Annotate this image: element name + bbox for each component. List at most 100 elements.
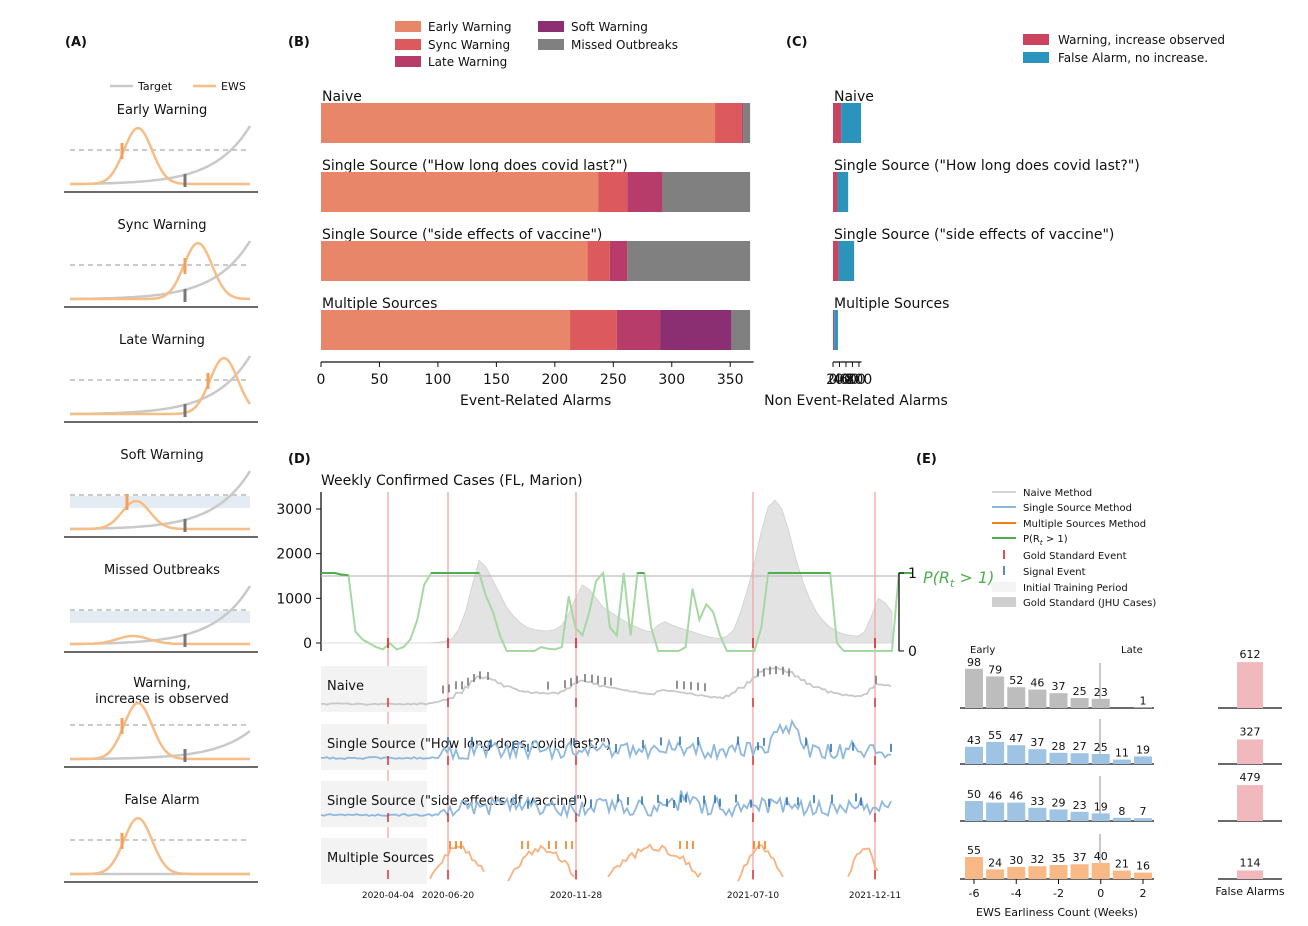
legend-d-label-4: Gold Standard Event: [1023, 551, 1127, 562]
chart-b-bar-3-3: [660, 310, 732, 350]
earliness-value-2-6: 19: [1094, 800, 1108, 813]
chart-c-tick-label-0: 0: [829, 372, 838, 388]
earliness-value-1-6: 25: [1094, 741, 1108, 754]
signal-line-1: [320, 718, 892, 762]
panel-d-label: (D): [288, 452, 311, 467]
scenario-title-sync: Sync Warning: [118, 218, 207, 233]
earliness-value-0-8: 1: [1140, 695, 1147, 708]
legend-b-label-1: Sync Warning: [428, 38, 510, 52]
chart-b-bar-1-1: [598, 172, 628, 212]
earliness-bar-0-6: [1091, 698, 1110, 708]
chart-b-bar-2-2: [609, 241, 628, 281]
earliness-bar-2-0: [965, 801, 983, 821]
earliness-early-label: Early: [970, 645, 995, 656]
chart-d-y-tick-label-0: 0: [303, 636, 312, 652]
scenario-subtitle-warn-increase: increase is observed: [95, 692, 229, 707]
earliness-bar-1-0: [965, 746, 983, 764]
earliness-value-2-4: 29: [1052, 796, 1066, 809]
chart-b-bar-3-0: [321, 310, 571, 350]
panel-e-label: (E): [916, 452, 937, 467]
ews-curve: [70, 499, 250, 531]
earliness-value-1-1: 55: [988, 729, 1002, 742]
earliness-value-3-5: 37: [1073, 851, 1087, 864]
earliness-bar-2-6: [1091, 813, 1110, 821]
earliness-bar-1-5: [1070, 753, 1089, 764]
earliness-bar-3-3: [1028, 866, 1047, 879]
legend-d-label-6: Initial Training Period: [1023, 583, 1128, 594]
chart-b-bar-1-2: [627, 172, 663, 212]
earliness-value-1-0: 43: [967, 734, 981, 747]
false-alarm-bar-2: [1237, 785, 1263, 821]
earliness-bar-1-8: [1134, 756, 1152, 764]
earliness-value-3-8: 16: [1136, 860, 1150, 873]
subplot-label-1: Single Source ("How long does covid last…: [327, 737, 611, 752]
legend-d-swatch-6: [992, 582, 1016, 592]
earliness-value-3-7: 21: [1115, 858, 1129, 871]
earliness-bar-1-7: [1112, 759, 1131, 764]
legend-target-label: Target: [137, 80, 173, 93]
chart-b-bar-2-1: [587, 241, 610, 281]
chart-b-bar-2-0: [321, 241, 588, 281]
chart-d-y-tick-label-2: 2000: [276, 547, 312, 563]
chart-b-tick-label-2: 100: [425, 372, 452, 388]
earliness-value-0-1: 79: [988, 663, 1002, 676]
p-rt-tick-label-0: 0: [908, 644, 917, 660]
legend-d-label-2: Multiple Sources Method: [1023, 519, 1146, 530]
chart-b-category-label-1: Single Source ("How long does covid last…: [322, 158, 628, 174]
p-rt-high-segment: [321, 572, 349, 577]
earliness-x-label: EWS Earliness Count (Weeks): [976, 906, 1138, 919]
chart-d-date-label-1: 2020-06-20: [422, 891, 475, 901]
threshold-band: [70, 611, 250, 623]
earliness-xtick-label-2: -2: [1053, 887, 1064, 900]
chart-b-bar-0-1: [715, 103, 742, 143]
chart-b-bar-3-1: [570, 310, 617, 350]
earliness-value-1-8: 19: [1136, 743, 1150, 756]
chart-b-bar-0-0: [321, 103, 716, 143]
signal-line-2: [320, 790, 892, 820]
chart-c-bar-1-1: [837, 172, 849, 212]
chart-b-bar-1-0: [321, 172, 599, 212]
earliness-value-3-0: 55: [967, 844, 981, 857]
multi-signal-segment-1: [507, 844, 575, 882]
scenario-title-warn-increase: Warning,: [133, 676, 191, 691]
target-curve: [70, 355, 252, 416]
panel-a-label: (A): [65, 35, 87, 50]
legend-c-label-1: False Alarm, no increase.: [1058, 51, 1208, 65]
chart-c-bar-0-0: [833, 103, 842, 143]
signal-line-0: [320, 666, 892, 706]
chart-b-tick-label-3: 150: [483, 372, 510, 388]
subplot-label-0: Naive: [327, 679, 364, 694]
chart-b-bar-3-2: [616, 310, 661, 350]
chart-b-tick-label-1: 50: [371, 372, 389, 388]
legend-b-swatch-4: [538, 39, 564, 50]
chart-b-tick-label-0: 0: [317, 372, 326, 388]
legend-d-label-7: Gold Standard (JHU Cases): [1023, 598, 1156, 609]
earliness-value-1-4: 28: [1052, 740, 1066, 753]
chart-c-tick-label-1: 200: [826, 372, 853, 388]
legend-d-label-suffix: > 1): [1043, 534, 1068, 545]
earliness-value-2-1: 46: [988, 790, 1002, 803]
chart-c-category-label-0: Naive: [834, 89, 874, 105]
training-period-2: [321, 781, 427, 827]
chart-b-category-label-0: Naive: [322, 89, 362, 105]
legend-c-swatch-0: [1023, 34, 1049, 45]
multi-signal-segment-4: [847, 847, 879, 878]
earliness-bar-3-0: [965, 857, 983, 879]
earliness-xtick-label-0: -6: [969, 887, 980, 900]
chart-c-category-label-1: Single Source ("How long does covid last…: [834, 158, 1140, 174]
ews-curve: [70, 634, 250, 646]
earliness-xtick-label-4: 2: [1140, 887, 1147, 900]
legend-c-swatch-1: [1023, 52, 1049, 63]
earliness-value-2-5: 23: [1073, 799, 1087, 812]
multi-signal-segment-0: [429, 845, 485, 880]
chart-b-bar-3-4: [731, 310, 751, 350]
earliness-bar-2-2: [1007, 802, 1026, 821]
legend-b-swatch-0: [395, 21, 421, 32]
legend-d-label-0: Naive Method: [1023, 488, 1092, 499]
false-alarm-bar-3: [1237, 870, 1263, 879]
legend-b-swatch-3: [538, 21, 564, 32]
chart-c-tick-label-4: 800: [846, 372, 873, 388]
ews-curve: [70, 126, 250, 186]
earliness-value-2-8: 7: [1140, 805, 1147, 818]
earliness-bar-2-3: [1028, 807, 1047, 821]
